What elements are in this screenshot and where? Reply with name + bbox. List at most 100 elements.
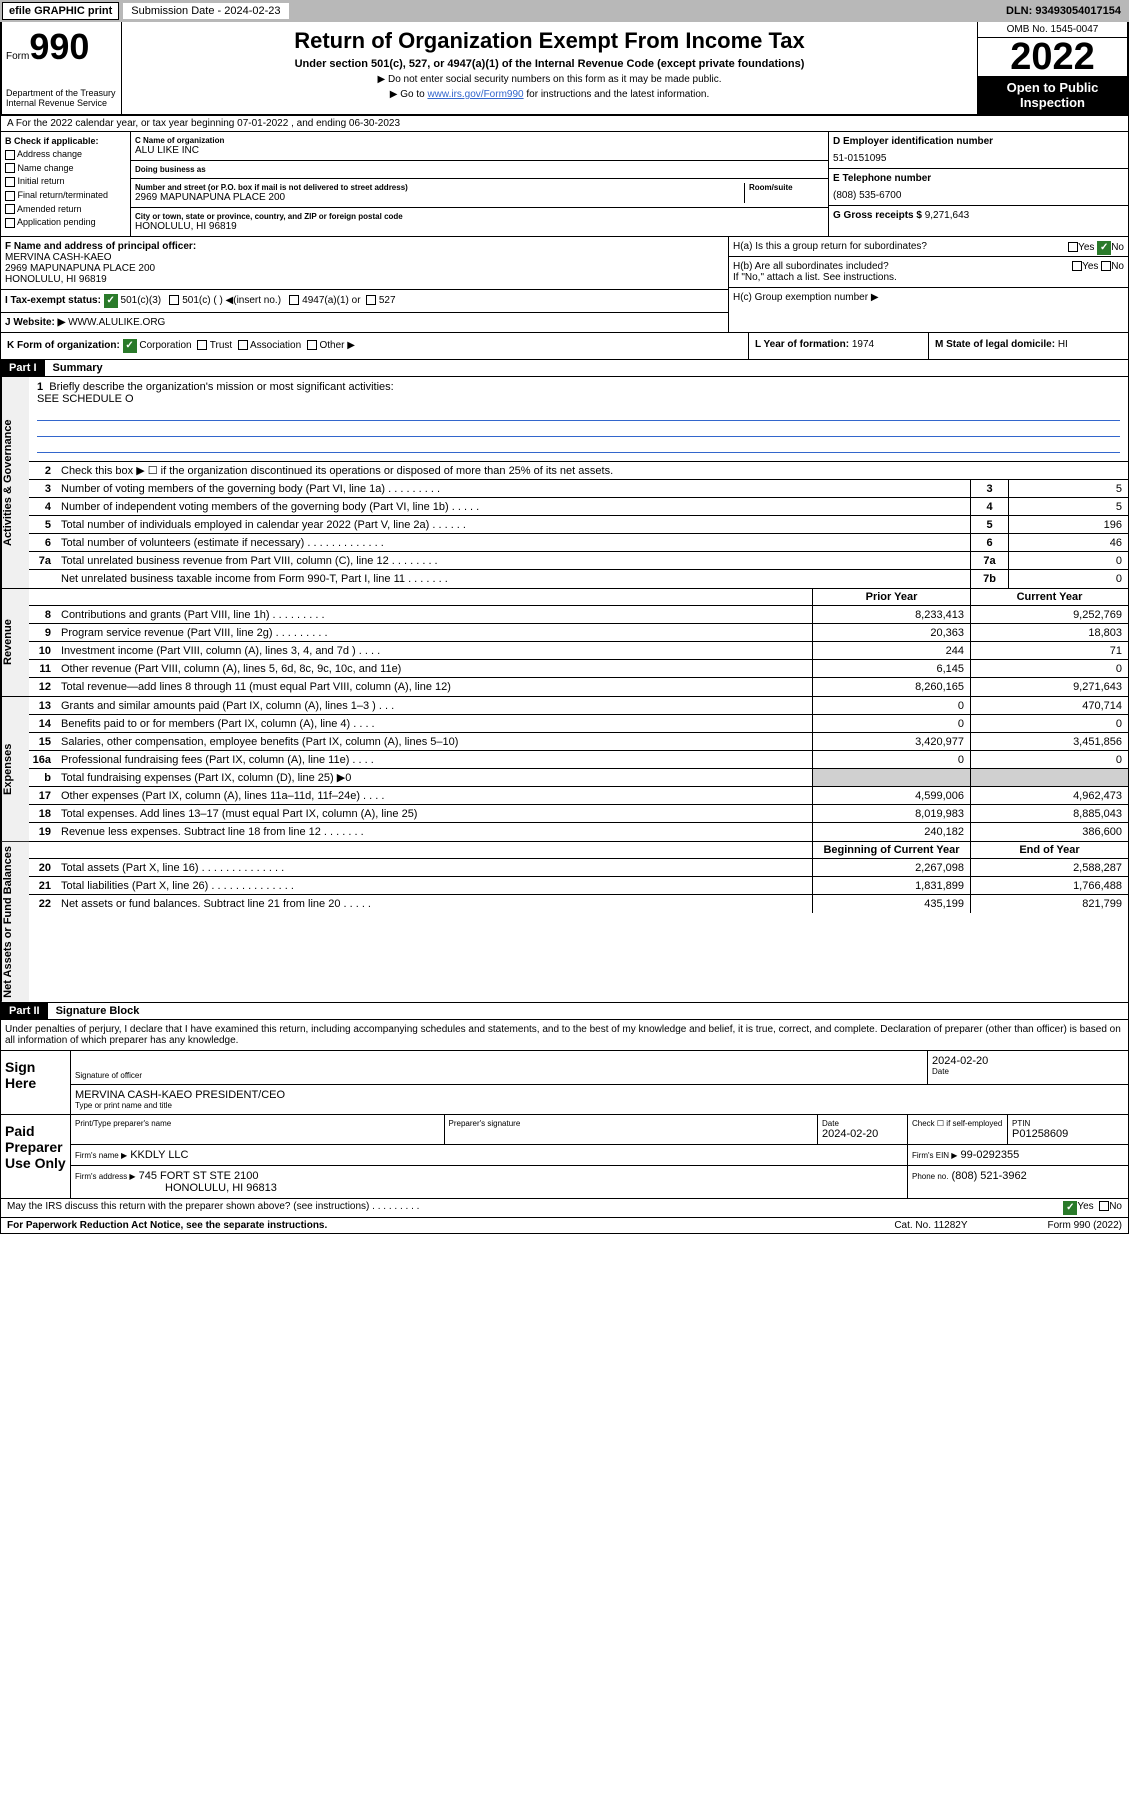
firm-addr: 745 FORT ST STE 2100 (139, 1170, 259, 1182)
summary-row: 5Total number of individuals employed in… (29, 516, 1128, 534)
summary-row: 20Total assets (Part X, line 16) . . . .… (29, 859, 1128, 877)
gross-receipts-value: 9,271,643 (925, 210, 970, 221)
section-f: F Name and address of principal officer:… (1, 237, 728, 290)
section-ha: H(a) Is this a group return for subordin… (729, 237, 1128, 257)
summary-row: 11Other revenue (Part VIII, column (A), … (29, 660, 1128, 678)
dln-label: DLN: 93493054017154 (1006, 5, 1127, 17)
org-name-label: C Name of organization (135, 136, 824, 145)
summary-row: 8Contributions and grants (Part VIII, li… (29, 606, 1128, 624)
summary-row: 6Total number of volunteers (estimate if… (29, 534, 1128, 552)
section-b: B Check if applicable: Address change Na… (1, 132, 131, 236)
chk-final-return[interactable]: Final return/terminated (5, 190, 126, 201)
year-formation: 1974 (852, 339, 874, 350)
dba-label: Doing business as (135, 165, 824, 174)
form-title: Return of Organization Exempt From Incom… (128, 28, 971, 54)
addr-label: Number and street (or P.O. box if mail i… (135, 183, 744, 192)
side-label-governance: Activities & Governance (1, 377, 29, 588)
officer-name-label: Type or print name and title (75, 1101, 1124, 1110)
phone-value: (808) 535-6700 (833, 190, 1124, 201)
form-number: 990 (29, 26, 89, 67)
side-label-expenses: Expenses (1, 697, 29, 841)
ein-label: D Employer identification number (833, 136, 1124, 147)
summary-row: 14Benefits paid to or for members (Part … (29, 715, 1128, 733)
section-b-label: B Check if applicable: (5, 136, 126, 146)
city-label: City or town, state or province, country… (135, 212, 824, 221)
ptin-value: P01258609 (1012, 1128, 1124, 1140)
part1-header: Part I Summary (0, 360, 1129, 377)
summary-row: 9Program service revenue (Part VIII, lin… (29, 624, 1128, 642)
summary-row: bTotal fundraising expenses (Part IX, co… (29, 769, 1128, 787)
summary-row: 22Net assets or fund balances. Subtract … (29, 895, 1128, 913)
summary-governance: Activities & Governance 1 Briefly descri… (0, 377, 1129, 589)
paid-preparer-label: Paid Preparer Use Only (1, 1115, 71, 1198)
side-label-revenue: Revenue (1, 589, 29, 696)
section-deg: D Employer identification number 51-0151… (828, 132, 1128, 236)
irs-discuss-row: May the IRS discuss this return with the… (0, 1199, 1129, 1218)
summary-row: 19Revenue less expenses. Subtract line 1… (29, 823, 1128, 841)
side-label-netassets: Net Assets or Fund Balances (1, 842, 29, 1002)
summary-row: 7aTotal unrelated business revenue from … (29, 552, 1128, 570)
col-prior-year: Prior Year (812, 589, 970, 605)
chk-501c3[interactable]: ✓ (104, 294, 118, 308)
col-begin-year: Beginning of Current Year (812, 842, 970, 858)
section-j: J Website: ▶ WWW.ALULIKE.ORG (1, 313, 728, 332)
officer-name-value: MERVINA CASH-KAEO PRESIDENT/CEO (75, 1089, 1124, 1101)
sig-date-label: Date (932, 1067, 1124, 1076)
summary-row: 12Total revenue—add lines 8 through 11 (… (29, 678, 1128, 696)
sig-officer-label: Signature of officer (75, 1071, 923, 1080)
form-note-link: ▶ Go to www.irs.gov/Form990 for instruct… (128, 89, 971, 100)
chk-initial-return[interactable]: Initial return (5, 176, 126, 187)
info-grid: B Check if applicable: Address change Na… (0, 132, 1129, 237)
section-fhij: F Name and address of principal officer:… (0, 237, 1129, 333)
summary-row: 18Total expenses. Add lines 13–17 (must … (29, 805, 1128, 823)
cat-no: Cat. No. 11282Y (894, 1220, 967, 1231)
preparer-sig-label: Preparer's signature (449, 1119, 814, 1128)
self-employed-check[interactable]: Check ☐ if self-employed (912, 1119, 1003, 1128)
form-header: Form990 Department of the Treasury Inter… (0, 22, 1129, 116)
submission-date: Submission Date - 2024-02-23 (123, 3, 288, 19)
preparer-name-label: Print/Type preparer's name (75, 1119, 440, 1128)
chk-application-pending[interactable]: Application pending (5, 217, 126, 228)
chk-irs-discuss-yes[interactable]: ✓ (1063, 1201, 1077, 1215)
part2-header: Part II Signature Block (0, 1003, 1129, 1020)
irs-link[interactable]: www.irs.gov/Form990 (427, 89, 523, 100)
form-subtitle: Under section 501(c), 527, or 4947(a)(1)… (128, 58, 971, 70)
org-name-value: ALU LIKE INC (135, 145, 824, 156)
footer-row: For Paperwork Reduction Act Notice, see … (0, 1218, 1129, 1234)
q1-label: Briefly describe the organization's miss… (49, 381, 393, 393)
summary-netassets: Net Assets or Fund Balances Beginning of… (0, 842, 1129, 1003)
section-klm: K Form of organization: ✓ Corporation Tr… (0, 333, 1129, 360)
chk-name-change[interactable]: Name change (5, 163, 126, 174)
chk-address-change[interactable]: Address change (5, 149, 126, 160)
gross-receipts-label: G Gross receipts $ (833, 210, 922, 221)
form-footer: Form 990 (2022) (1048, 1220, 1122, 1231)
chk-irs-discuss-no[interactable] (1099, 1201, 1109, 1211)
sign-here-label: Sign Here (1, 1051, 71, 1114)
col-current-year: Current Year (970, 589, 1128, 605)
paid-preparer-block: Paid Preparer Use Only Print/Type prepar… (0, 1115, 1129, 1199)
phone-label: E Telephone number (833, 173, 1124, 184)
section-hb: H(b) Are all subordinates included? Yes … (729, 257, 1128, 288)
section-i: I Tax-exempt status: ✓ 501(c)(3) 501(c) … (1, 290, 728, 313)
summary-row: 21Total liabilities (Part X, line 26) . … (29, 877, 1128, 895)
chk-amended-return[interactable]: Amended return (5, 204, 126, 215)
sig-date-value: 2024-02-20 (932, 1055, 1124, 1067)
chk-corporation[interactable]: ✓ (123, 339, 137, 353)
ein-value: 51-0151095 (833, 153, 1124, 164)
summary-revenue: Revenue Prior Year Current Year 8Contrib… (0, 589, 1129, 697)
sign-here-block: Sign Here Signature of officer 2024-02-2… (0, 1051, 1129, 1115)
summary-row: 4Number of independent voting members of… (29, 498, 1128, 516)
col-end-year: End of Year (970, 842, 1128, 858)
summary-row: 10Investment income (Part VIII, column (… (29, 642, 1128, 660)
website-value: WWW.ALULIKE.ORG (68, 317, 165, 328)
q1-answer: SEE SCHEDULE O (37, 393, 1120, 405)
summary-expenses: Expenses 13Grants and similar amounts pa… (0, 697, 1129, 842)
efile-button[interactable]: efile GRAPHIC print (2, 2, 119, 20)
summary-row: 15Salaries, other compensation, employee… (29, 733, 1128, 751)
top-bar: efile GRAPHIC print Submission Date - 20… (0, 0, 1129, 22)
summary-row: Net unrelated business taxable income fr… (29, 570, 1128, 588)
summary-row: 17Other expenses (Part IX, column (A), l… (29, 787, 1128, 805)
perjury-statement: Under penalties of perjury, I declare th… (0, 1020, 1129, 1051)
summary-row: 13Grants and similar amounts paid (Part … (29, 697, 1128, 715)
city-value: HONOLULU, HI 96819 (135, 221, 824, 232)
